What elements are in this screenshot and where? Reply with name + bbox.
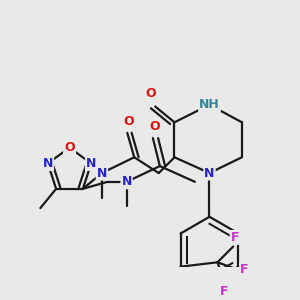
Text: N: N: [43, 157, 53, 170]
Text: N: N: [43, 157, 53, 170]
Text: N: N: [122, 175, 132, 188]
Text: N: N: [86, 157, 96, 170]
Text: O: O: [64, 141, 75, 154]
Text: F: F: [240, 263, 249, 276]
Text: F: F: [220, 285, 229, 298]
Text: N: N: [97, 167, 107, 179]
Text: O: O: [64, 141, 75, 154]
Text: N: N: [204, 167, 215, 179]
Text: F: F: [231, 231, 239, 244]
Text: NH: NH: [199, 98, 220, 111]
Text: N: N: [86, 157, 96, 170]
Text: O: O: [149, 120, 160, 133]
Text: O: O: [124, 116, 134, 128]
Text: O: O: [146, 87, 156, 101]
